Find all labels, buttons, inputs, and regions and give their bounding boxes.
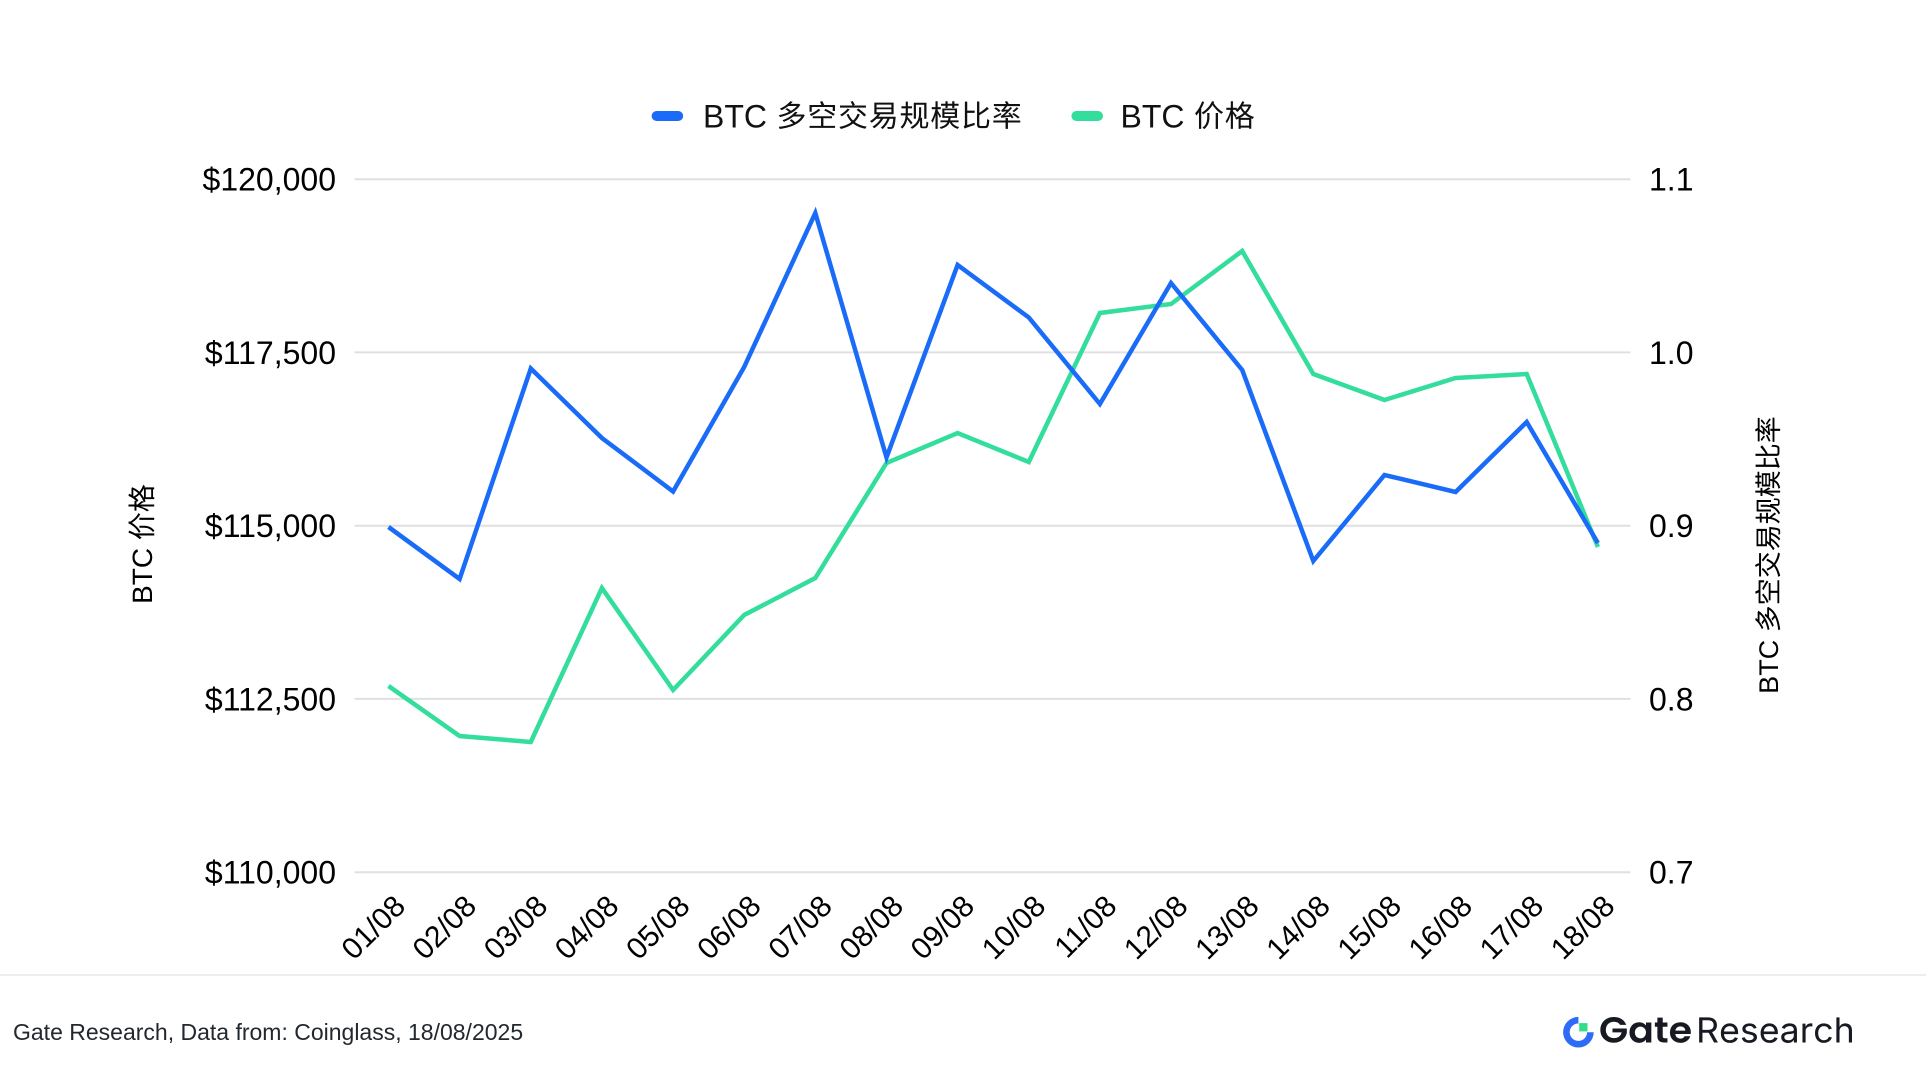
svg-text:$112,500: $112,500 — [205, 681, 336, 717]
svg-text:BTC: BTC — [703, 99, 767, 135]
svg-text:1.0: 1.0 — [1649, 335, 1693, 371]
svg-text:0.7: 0.7 — [1649, 855, 1693, 891]
svg-text:1.1: 1.1 — [1649, 162, 1693, 198]
svg-text:$110,000: $110,000 — [205, 855, 336, 891]
svg-text:0.8: 0.8 — [1649, 681, 1693, 717]
svg-text:$117,500: $117,500 — [205, 335, 336, 371]
svg-text:$115,000: $115,000 — [205, 508, 336, 544]
svg-text:BTC: BTC — [1121, 99, 1185, 135]
svg-text:0.9: 0.9 — [1649, 508, 1693, 544]
svg-text:$120,000: $120,000 — [203, 162, 336, 198]
svg-text:Gate Research, Data from: Coin: Gate Research, Data from: Coinglass, 18/… — [13, 1019, 523, 1045]
